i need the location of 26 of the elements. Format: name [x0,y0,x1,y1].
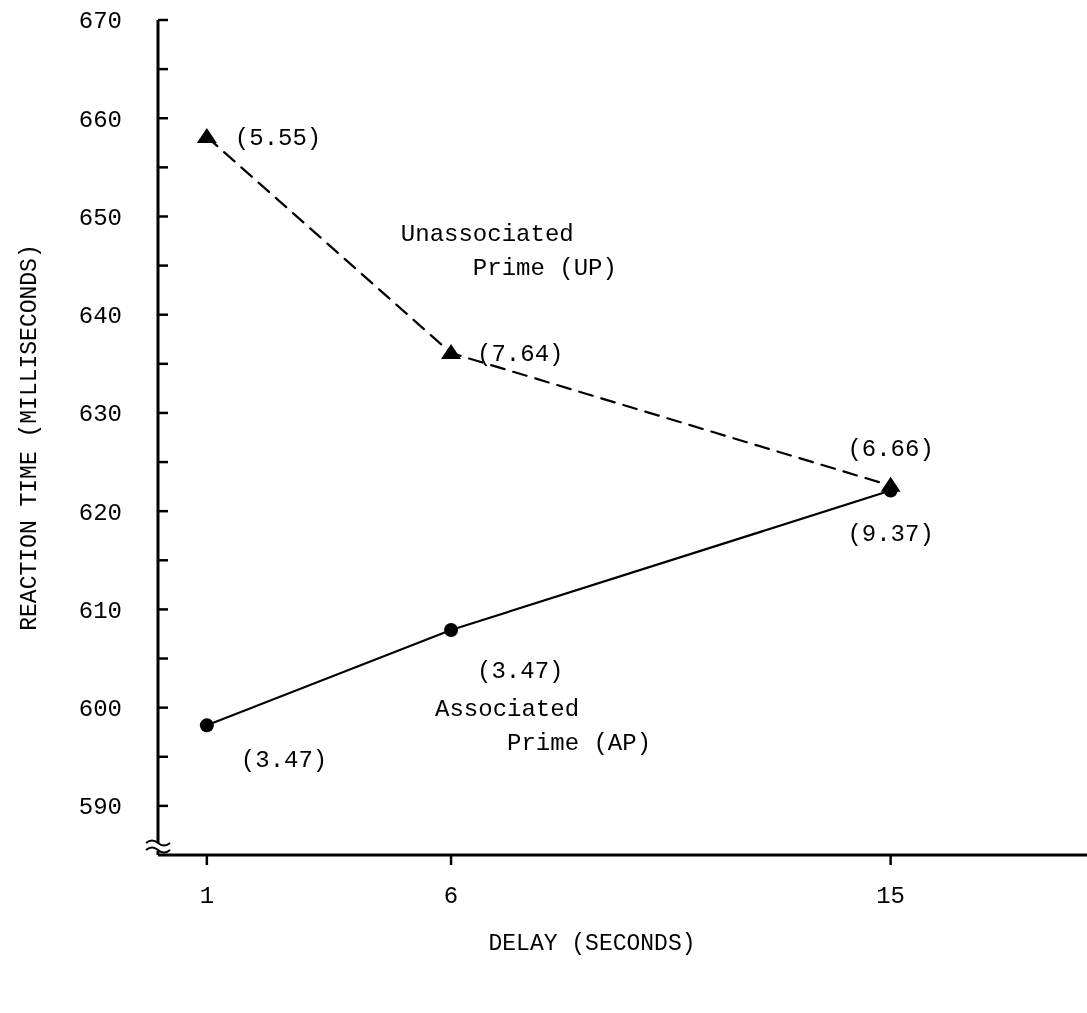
y-tick-label: 610 [78,597,122,625]
annotation: (3.47) [477,658,564,686]
y-tick-label: 670 [78,8,122,36]
x-tick-label: 1 [199,883,215,910]
x-tick-label: 15 [876,883,906,910]
y-tick-label: 660 [78,106,122,134]
y-tick-label: 630 [78,401,122,429]
annotation: (5.55) [234,124,322,152]
y-tick-label: 650 [78,204,122,232]
y-tick-label: 620 [78,499,122,527]
x-tick-label: 6 [443,883,459,910]
annotation: (3.47) [240,747,328,775]
series-label: Unassociated Prime (UP) [400,221,617,283]
text: Associated Prime (AP) [435,696,652,758]
point [199,718,214,733]
point [441,344,462,360]
point [196,127,217,143]
y-axis-title: REACTION TIME (MILLISECONDS) [17,244,43,631]
y-tick-label: 590 [78,794,122,822]
annotation: (9.37) [847,520,934,548]
y-tick-label: 640 [78,303,122,331]
annotation: (6.66) [847,435,934,463]
y-tick-label: 600 [78,696,122,724]
point [444,623,459,638]
annotation: (7.64) [477,341,564,369]
x-axis-title: DELAY (SECONDS) [488,931,696,957]
